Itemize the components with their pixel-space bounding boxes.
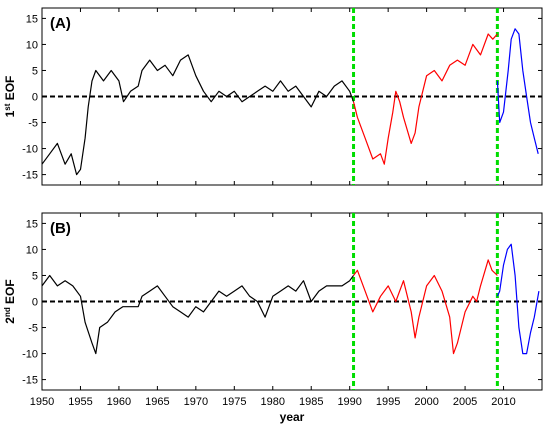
y-tick-label: -5: [28, 118, 38, 130]
x-tick-label: 1970: [184, 396, 208, 408]
x-tick-label: 1980: [261, 396, 285, 408]
y-tick-label: 15: [26, 13, 38, 25]
y-tick-label: -10: [22, 144, 38, 156]
x-tick-label: 1995: [376, 396, 400, 408]
panel-b-x-ticks: 1950 1955 1960 1965 1970 1975 1980 1985 1990 1995…: [30, 213, 516, 408]
panel-b-split-lines: [352, 213, 499, 390]
series-line-1: [41, 274, 354, 355]
x-tick-label: 1965: [145, 396, 169, 408]
panel-b-y-ticks: -15 -10 -5 0 5 10 15: [22, 218, 542, 387]
y-tick-label: 10: [26, 39, 38, 51]
panel-b-series: [41, 243, 540, 355]
panel-a-label: (A): [50, 15, 71, 32]
panel-b-label: (B): [50, 220, 71, 237]
y-tick-label: -5: [28, 323, 38, 335]
series-line-3: [496, 28, 539, 154]
x-tick-label: 1960: [107, 396, 131, 408]
panel-a-y-ticks: -15 -10 -5 0 5 10 15: [22, 13, 542, 182]
panel-a-series: [41, 28, 539, 176]
x-axis-label: year: [280, 410, 305, 424]
y-tick-label: 0: [32, 92, 38, 104]
y-tick-label: -10: [22, 349, 38, 361]
panel-a: -15 -10 -5 0 5 10 15 (A) 1st EOF: [3, 7, 543, 186]
y-tick-label: 5: [32, 65, 38, 77]
y-tick-label: 15: [26, 218, 38, 230]
series-line-3: [496, 243, 540, 355]
series-line-1: [41, 54, 355, 176]
series-line-2: [352, 33, 498, 165]
x-tick-label: 1975: [222, 396, 246, 408]
y-tick-label: -15: [22, 375, 38, 387]
y-tick-label: 5: [32, 270, 38, 282]
x-tick-label: 1950: [30, 396, 54, 408]
x-tick-label: 2005: [453, 396, 477, 408]
panel-a-x-ticks: [41, 8, 505, 185]
x-tick-label: 1990: [337, 396, 361, 408]
x-tick-label: 2010: [491, 396, 515, 408]
x-tick-label: 1985: [299, 396, 323, 408]
y-tick-label: 10: [26, 244, 38, 256]
panel-b-ylabel: 2nd EOF: [3, 279, 17, 323]
x-tick-label: 1955: [68, 396, 92, 408]
y-tick-label: -15: [22, 170, 38, 182]
y-tick-label: 0: [32, 297, 38, 309]
x-tick-label: 2000: [414, 396, 438, 408]
series-line-2: [353, 259, 498, 355]
panel-a-split-lines: [352, 8, 499, 185]
panel-a-ylabel: 1st EOF: [3, 76, 17, 118]
